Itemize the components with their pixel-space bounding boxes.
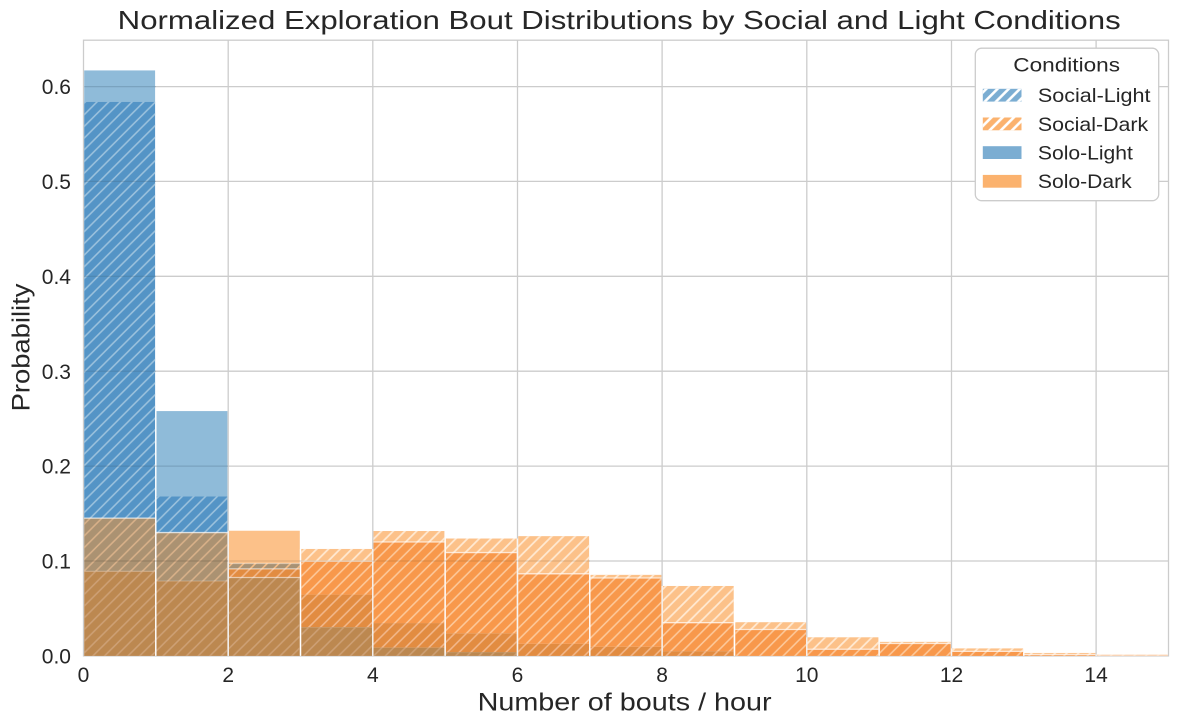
svg-text:Social-Dark: Social-Dark [1038,114,1149,136]
svg-text:Social-Light: Social-Light [1038,85,1151,107]
svg-text:10: 10 [795,664,818,687]
svg-text:0.3: 0.3 [42,361,71,384]
svg-text:6: 6 [512,664,524,687]
svg-text:0.2: 0.2 [42,456,71,479]
svg-text:14: 14 [1084,664,1108,687]
svg-text:Solo-Dark: Solo-Dark [1038,171,1132,193]
svg-text:2: 2 [222,664,234,687]
svg-text:4: 4 [367,664,379,687]
svg-text:0.5: 0.5 [42,171,71,194]
svg-text:0.4: 0.4 [42,266,72,289]
svg-text:0: 0 [78,664,90,687]
svg-text:12: 12 [940,664,963,687]
svg-text:0.1: 0.1 [42,551,71,574]
svg-text:Normalized Exploration Bout Di: Normalized Exploration Bout Distribution… [118,5,1121,35]
svg-text:0.0: 0.0 [42,646,71,669]
svg-text:Probability: Probability [7,283,35,411]
svg-text:Number of bouts / hour: Number of bouts / hour [478,689,772,717]
svg-text:0.6: 0.6 [42,76,71,99]
svg-text:Solo-Light: Solo-Light [1038,143,1134,165]
svg-text:Conditions: Conditions [1013,55,1120,76]
svg-text:8: 8 [656,664,668,687]
